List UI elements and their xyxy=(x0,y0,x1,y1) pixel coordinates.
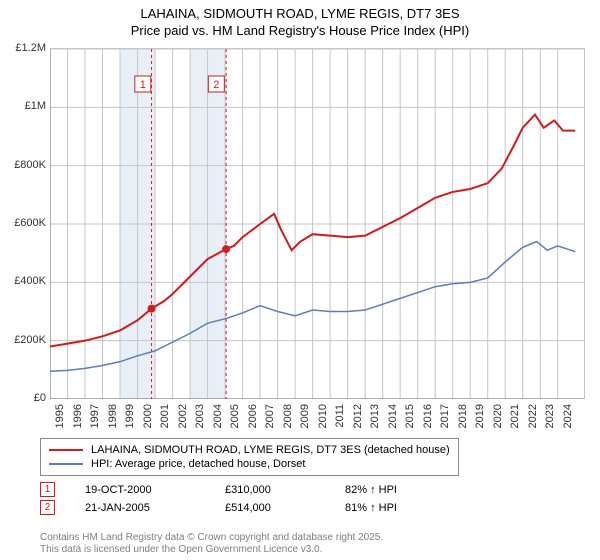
x-axis-label: 2017 xyxy=(439,404,451,428)
marker-date: 21-JAN-2005 xyxy=(85,502,225,514)
y-axis-label: £800K xyxy=(0,159,46,171)
svg-text:2: 2 xyxy=(213,79,219,91)
x-axis-label: 2018 xyxy=(457,404,469,428)
x-axis-label: 1995 xyxy=(54,404,66,428)
marker-date: 19-OCT-2000 xyxy=(85,484,225,496)
x-axis-label: 2010 xyxy=(317,404,329,428)
x-axis-label: 1996 xyxy=(72,404,84,428)
x-axis-label: 1999 xyxy=(124,404,136,428)
marker-number: 1 xyxy=(40,482,55,497)
x-axis-label: 2012 xyxy=(352,404,364,428)
x-axis-label: 2014 xyxy=(387,404,399,428)
x-axis-label: 2015 xyxy=(404,404,416,428)
x-axis-label: 2021 xyxy=(509,404,521,428)
x-axis-label: 2019 xyxy=(474,404,486,428)
marker-row: 1 19-OCT-2000£310,00082% ↑ HPI xyxy=(40,482,397,497)
x-axis-label: 2006 xyxy=(247,404,259,428)
y-axis-label: £1.2M xyxy=(0,42,46,54)
attribution: Contains HM Land Registry data © Crown c… xyxy=(40,532,383,556)
chart-svg: 12 xyxy=(50,49,584,399)
y-axis-label: £1M xyxy=(0,100,46,112)
x-axis-label: 2004 xyxy=(212,404,224,428)
x-axis-label: 2022 xyxy=(527,404,539,428)
x-axis-label: 1997 xyxy=(89,404,101,428)
x-axis-label: 2016 xyxy=(422,404,434,428)
chart-title: LAHAINA, SIDMOUTH ROAD, LYME REGIS, DT7 … xyxy=(0,0,600,40)
y-axis-label: £600K xyxy=(0,217,46,229)
x-axis-label: 1998 xyxy=(107,404,119,428)
legend-label: HPI: Average price, detached house, Dors… xyxy=(91,458,305,470)
x-axis-label: 2000 xyxy=(142,404,154,428)
y-axis-label: £200K xyxy=(0,334,46,346)
y-axis-label: £400K xyxy=(0,275,46,287)
y-axis-label: £0 xyxy=(0,392,46,404)
x-axis-label: 2005 xyxy=(229,404,241,428)
x-axis-label: 2008 xyxy=(282,404,294,428)
x-axis-label: 2024 xyxy=(562,404,574,428)
x-axis-label: 2020 xyxy=(492,404,504,428)
title-line1: LAHAINA, SIDMOUTH ROAD, LYME REGIS, DT7 … xyxy=(140,6,459,21)
marker-table: 1 19-OCT-2000£310,00082% ↑ HPI 2 21-JAN-200… xyxy=(40,482,397,518)
x-axis-label: 2007 xyxy=(264,404,276,428)
legend: LAHAINA, SIDMOUTH ROAD, LYME REGIS, DT7 … xyxy=(40,438,459,476)
legend-swatch xyxy=(49,463,83,465)
x-axis-label: 2011 xyxy=(334,404,346,428)
svg-text:1: 1 xyxy=(140,79,146,91)
marker-pct: 81% ↑ HPI xyxy=(345,502,397,514)
attribution-line2: This data is licensed under the Open Gov… xyxy=(40,544,322,555)
x-axis-label: 2002 xyxy=(177,404,189,428)
attribution-line1: Contains HM Land Registry data © Crown c… xyxy=(40,532,383,543)
x-axis-label: 2023 xyxy=(544,404,556,428)
x-axis-label: 2013 xyxy=(369,404,381,428)
marker-pct: 82% ↑ HPI xyxy=(345,484,397,496)
title-line2: Price paid vs. HM Land Registry's House … xyxy=(131,23,469,38)
legend-label: LAHAINA, SIDMOUTH ROAD, LYME REGIS, DT7 … xyxy=(91,444,450,456)
marker-price: £514,000 xyxy=(225,502,345,514)
legend-swatch xyxy=(49,449,83,451)
chart-area: 12 xyxy=(50,48,585,399)
x-axis-label: 2001 xyxy=(159,404,171,428)
x-axis-label: 2003 xyxy=(194,404,206,428)
marker-row: 2 21-JAN-2005£514,00081% ↑ HPI xyxy=(40,500,397,515)
marker-price: £310,000 xyxy=(225,484,345,496)
legend-item: HPI: Average price, detached house, Dors… xyxy=(49,457,450,471)
marker-number: 2 xyxy=(40,500,55,515)
legend-item: LAHAINA, SIDMOUTH ROAD, LYME REGIS, DT7 … xyxy=(49,443,450,457)
x-axis-label: 2009 xyxy=(299,404,311,428)
